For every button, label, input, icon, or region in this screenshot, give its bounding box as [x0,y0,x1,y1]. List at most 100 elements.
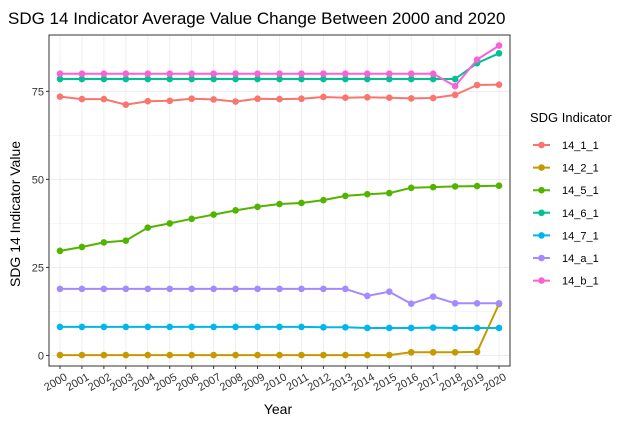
data-point [276,95,283,103]
data-point [210,75,217,83]
series-14_5_1 [56,182,503,255]
data-point [144,224,152,231]
data-point [254,351,261,359]
data-point [254,95,261,103]
data-point [385,75,393,83]
data-point [210,285,217,293]
data-point [429,94,437,102]
data-point [320,70,327,78]
data-point [451,82,459,90]
data-point [320,323,327,331]
data-point [254,285,261,293]
data-point [276,200,283,208]
data-point [78,70,86,78]
data-point [56,70,64,78]
data-point [78,243,86,251]
data-point [429,75,437,83]
data-point [364,70,371,78]
data-point [188,285,195,293]
legend-label: 14_6_1 [562,208,599,220]
data-point [166,285,174,293]
data-point [298,70,305,78]
data-point [210,96,217,103]
series-layer [56,42,503,359]
legend-key-point [538,209,545,217]
data-point [342,192,349,200]
data-point [144,97,152,105]
data-point [385,351,393,359]
data-point [364,292,371,300]
data-point [429,183,437,191]
x-tick-label: 2020 [481,371,508,394]
data-point [495,81,503,88]
data-point [342,323,349,331]
legend-item: 14_5_1 [533,185,599,197]
data-point [276,285,283,293]
data-point [188,95,195,103]
data-point [298,199,305,207]
data-point [364,94,371,101]
legend-title: SDG Indicator [530,110,612,125]
data-point [407,348,415,356]
data-point [166,70,174,78]
data-point [276,75,283,83]
data-point [342,285,349,293]
data-point [451,75,459,83]
data-point [320,75,327,83]
legend-item: 14_6_1 [533,208,599,220]
data-point [495,182,503,190]
data-point [385,70,393,78]
legend-label: 14_2_1 [562,163,599,175]
data-point [407,95,415,102]
data-point [320,196,327,204]
data-point [320,351,327,359]
data-point [495,42,503,49]
data-point [210,70,217,78]
data-point [56,93,64,100]
legend-item: 14_1_1 [533,140,599,152]
data-point [188,351,195,359]
x-axis: 2000200120022003200420052006200720082009… [42,366,509,394]
data-point [298,95,305,103]
data-point [342,70,349,78]
data-point [232,207,239,214]
data-point [342,75,349,83]
data-point [407,300,415,307]
series-14_b_1 [56,42,503,90]
data-point [210,351,217,359]
data-point [100,95,108,103]
y-tick-label: 0 [38,350,44,362]
data-point [144,285,152,293]
data-point [144,70,152,78]
data-point [100,75,108,83]
data-point [232,351,239,359]
data-point [451,300,459,307]
legend-label: 14_a_1 [562,253,599,265]
data-point [100,70,108,78]
y-tick-label: 25 [32,262,44,274]
legend-key-point [538,164,545,171]
data-point [232,285,239,293]
data-point [385,94,393,101]
data-point [298,323,305,331]
data-point [276,323,283,331]
data-point [451,348,459,356]
data-point [144,75,152,83]
data-point [188,215,195,223]
data-point [166,75,174,83]
data-point [407,70,415,78]
data-point [429,324,437,331]
data-point [210,323,217,331]
y-tick-label: 50 [32,174,44,186]
data-point [385,189,393,197]
y-axis-title: SDG 14 Indicator Value [7,141,23,287]
data-point [100,285,108,293]
data-point [144,351,152,359]
data-point [56,247,64,255]
data-point [122,237,130,244]
data-point [56,351,64,359]
data-point [385,324,393,332]
data-point [385,288,393,296]
data-point [100,239,108,246]
data-point [188,75,195,83]
